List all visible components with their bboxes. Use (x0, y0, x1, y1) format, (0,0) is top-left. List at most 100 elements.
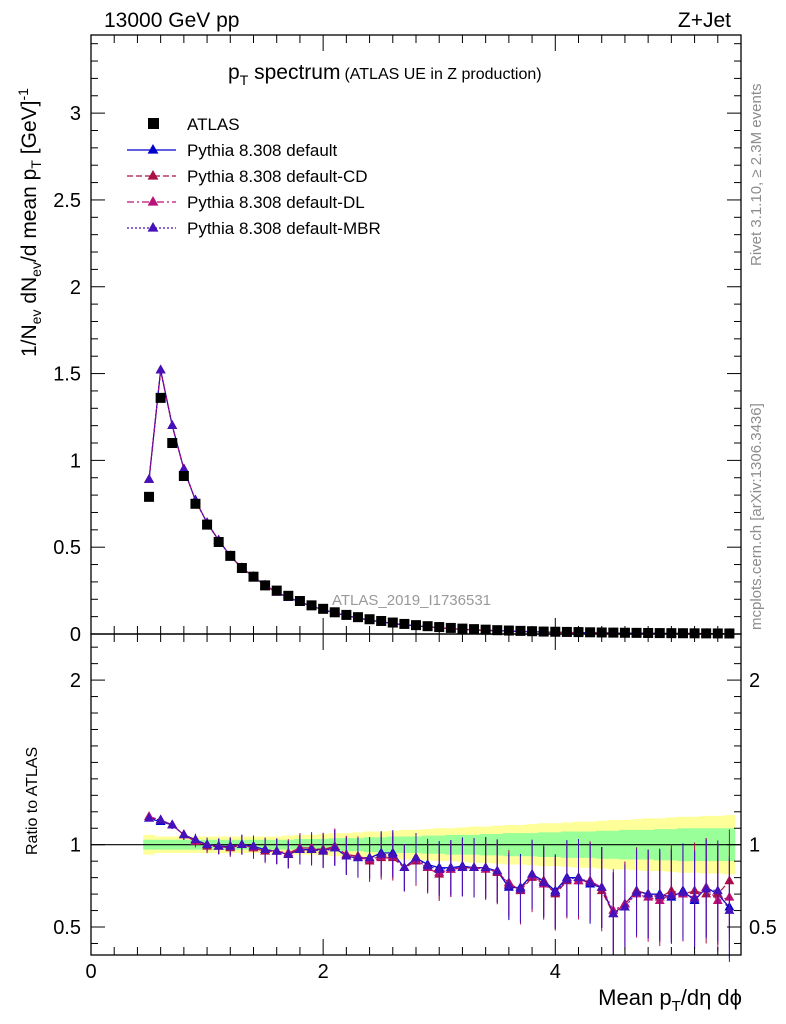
legend-entry: Pythia 8.308 default-MBR (127, 219, 381, 238)
ratio-series-point (167, 819, 178, 829)
ratio-series-point (631, 886, 642, 896)
ratio-series-point (561, 873, 572, 883)
legend-label: Pythia 8.308 default (187, 141, 338, 160)
ratio-series-point (527, 868, 538, 878)
data-point (248, 571, 259, 582)
ratio-series-point (329, 842, 340, 852)
analysis-id: ATLAS_2019_I1736531 (332, 592, 491, 609)
ratio-series-point (178, 829, 189, 839)
ratio-series-point (202, 839, 213, 849)
data-point (352, 612, 363, 623)
ratio-series-point (678, 886, 688, 896)
title-rest: spectrum (248, 61, 340, 84)
ratio-series-point (283, 849, 294, 858)
ratio-series-point (480, 862, 491, 872)
top-series-point (144, 473, 154, 483)
top-ytick-label: 0 (70, 624, 81, 646)
data-point (422, 621, 433, 632)
data-point (585, 627, 596, 638)
ratio-series-4 (144, 812, 735, 962)
ratio-series-point (654, 890, 665, 900)
ratio-series-point (411, 852, 421, 862)
data-point (631, 627, 642, 638)
ratio-series-point (503, 880, 514, 890)
top-ytick-label: 2.5 (53, 190, 81, 212)
ratio-series-point (294, 844, 305, 853)
top-series-point (178, 463, 189, 473)
data-point (492, 625, 503, 636)
data-point (411, 620, 421, 631)
data-point (538, 626, 549, 637)
ratio-series-point (701, 883, 712, 893)
legend-marker (147, 144, 159, 154)
top-ytick-label: 1 (70, 450, 81, 472)
legend-marker (147, 170, 159, 180)
ratio-series-point (364, 852, 375, 862)
ratio-series-point (399, 862, 410, 872)
ratio-series-point (573, 872, 584, 881)
data-point (515, 625, 526, 636)
ratio-series-point (341, 850, 352, 860)
ratio-series-point (619, 901, 630, 911)
legend-label: Pythia 8.308 default-MBR (187, 219, 381, 238)
data-point (387, 617, 398, 628)
rivet-label: Rivet 3.1.10, ≥ 2.3M events (748, 84, 765, 267)
ratio-series-point (492, 865, 503, 875)
data-point (608, 627, 619, 638)
top-ytick-label: 1.5 (53, 364, 81, 386)
process-label: Z+Jet (678, 9, 731, 32)
legend-entry: Pythia 8.308 default-CD (127, 167, 368, 186)
legend-marker (147, 222, 159, 232)
legend-entry: Pythia 8.308 default-DL (127, 193, 365, 212)
ratio-series-point (236, 839, 247, 849)
ratio-series-point (445, 862, 456, 872)
ratio-series-point (434, 863, 445, 873)
legend-label: ATLAS (187, 115, 240, 134)
ratio-series-point (550, 886, 561, 896)
ratio-series-point (155, 814, 166, 824)
title-detail: (ATLAS UE in Z production) (344, 66, 541, 83)
ratio-ytick-label-right: 2 (749, 670, 760, 692)
ratio-ytick-label: 1 (70, 835, 81, 857)
data-point (213, 536, 224, 547)
data-point (202, 519, 213, 530)
ratio-series-point (515, 883, 526, 893)
ratio-series-point (457, 862, 468, 872)
data-point (469, 624, 480, 635)
ratio-series-layer (144, 811, 735, 962)
legend-marker (147, 196, 159, 206)
title-main: p (228, 61, 240, 84)
legend-entry: Pythia 8.308 default (127, 141, 338, 160)
data-point (329, 607, 340, 618)
data-point (654, 628, 665, 639)
top-ytick-label: 3 (70, 103, 81, 125)
data-point (399, 618, 410, 629)
data-point (190, 498, 201, 509)
xtick-label: 4 (550, 961, 561, 983)
legend-entry: ATLAS (148, 115, 240, 134)
ratio-series-point (643, 888, 654, 898)
data-point (376, 615, 387, 626)
data-point (271, 585, 282, 596)
data-point (364, 614, 375, 625)
ratio-ytick-label: 0.5 (53, 917, 81, 939)
data-point (260, 580, 271, 591)
ratio-series-point (712, 885, 723, 895)
ratio-ytick-label: 2 (70, 670, 81, 692)
data-point (294, 596, 305, 607)
title-sub: T (240, 72, 249, 88)
ratio-series-point (306, 844, 317, 853)
data-point (341, 609, 352, 620)
ratio-series-point (422, 860, 433, 870)
mcplots-label: mcplots.cern.ch [arXiv:1306.3436] (748, 403, 765, 630)
ratio-series-point (666, 890, 677, 900)
data-point (225, 550, 236, 561)
ratio-ylabel: Ratio to ATLAS (24, 747, 41, 855)
top-ytick-label: 0.5 (53, 537, 81, 559)
data-point (306, 600, 317, 611)
ratio-ytick-label-right: 0.5 (749, 917, 777, 939)
xtick-label: 2 (318, 961, 329, 983)
xlabel: Mean pT/dη dϕ (598, 985, 742, 1015)
ratio-series-point (190, 834, 201, 844)
